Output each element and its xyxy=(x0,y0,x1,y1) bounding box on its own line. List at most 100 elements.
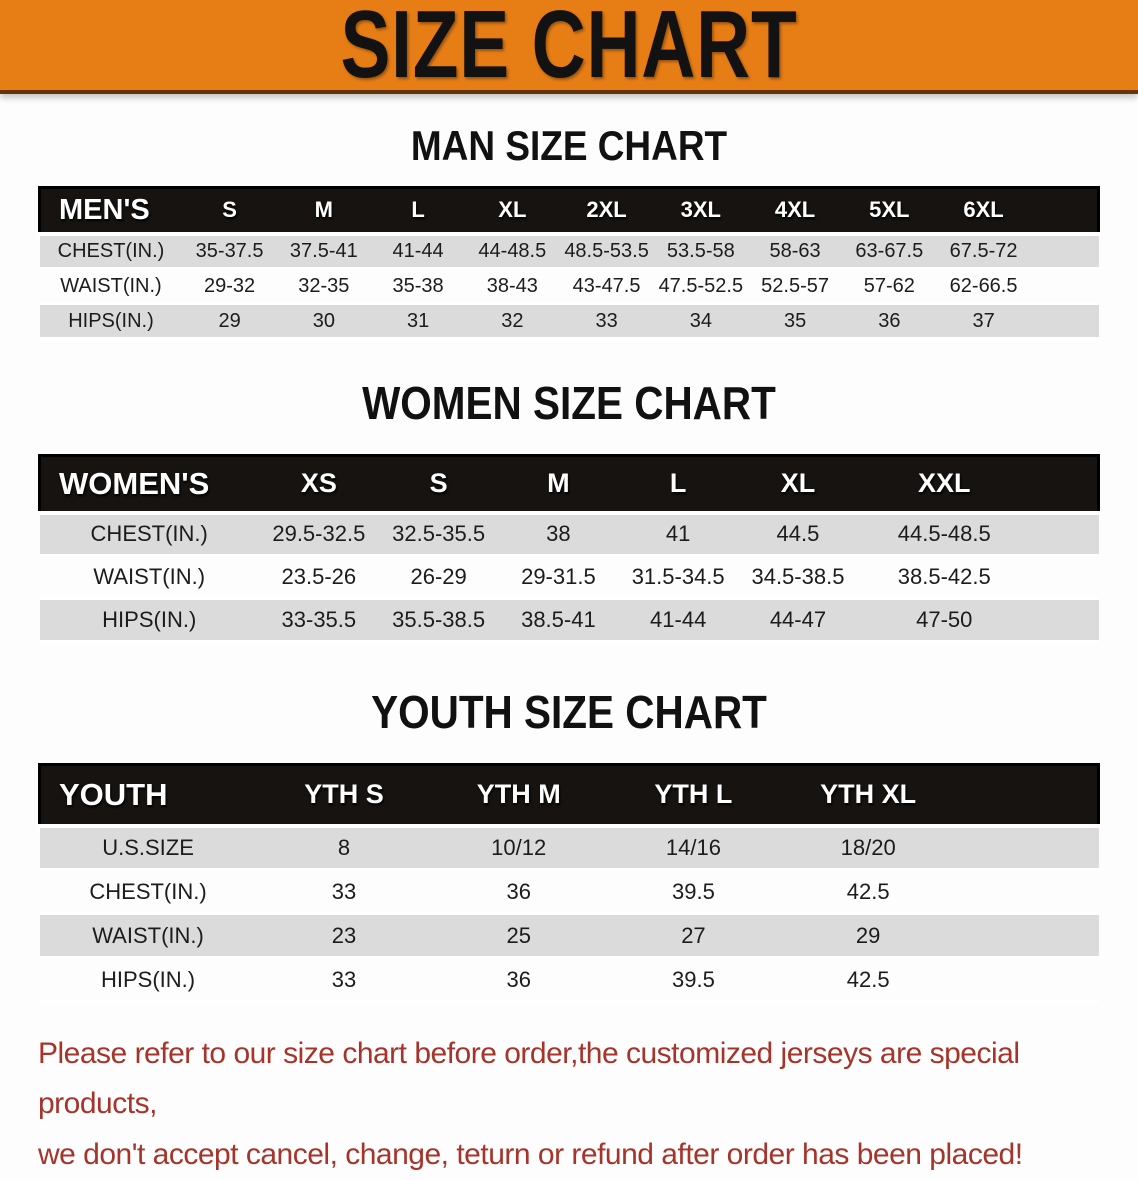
column-header: 5XL xyxy=(842,186,937,236)
column-header: M xyxy=(276,186,371,236)
table-header-row: MEN'S S M L XL 2XL 3XL 4XL 5XL 6XL xyxy=(38,186,1100,236)
column-header: 2XL xyxy=(559,186,654,236)
column-header: XXL xyxy=(857,454,1031,515)
row-label: WAIST(IN.) xyxy=(39,268,183,305)
header-spacer xyxy=(1030,186,1100,236)
column-header: S xyxy=(378,454,499,515)
row-spacer xyxy=(1030,598,1099,643)
header-spacer xyxy=(955,763,1100,828)
table-title: WOMEN'S xyxy=(37,454,259,515)
row-spacer xyxy=(955,869,1099,915)
table-cell: 67.5-72 xyxy=(936,233,1031,270)
table-row: WAIST(IN.) 29-32 32-35 35-38 38-43 43-47.5 47.… xyxy=(39,268,1099,305)
row-spacer xyxy=(955,825,1099,871)
table-cell: 35.5-38.5 xyxy=(378,598,499,643)
men-section: MAN SIZE CHART MEN'S S M L XL 2XL 3XL 4XL 5XL 6XL… xyxy=(0,122,1138,340)
row-label: U.S.SIZE xyxy=(39,825,257,871)
table-row: CHEST(IN.) 29.5-32.5 32.5-35.5 38 41 44.5 44.5… xyxy=(39,512,1099,557)
row-spacer xyxy=(1030,512,1099,557)
table-cell: 41-44 xyxy=(618,598,739,643)
table-cell: 58-63 xyxy=(747,233,843,270)
table-header-row: WOMEN'S XS S M L XL XXL xyxy=(37,454,1100,515)
table-cell: 34 xyxy=(653,303,748,340)
table-cell: 52.5-57 xyxy=(747,268,843,305)
column-header: YTH XL xyxy=(780,763,956,828)
row-label: WAIST(IN.) xyxy=(39,555,259,600)
table-title: MEN'S xyxy=(38,186,183,236)
column-header: S xyxy=(182,186,277,236)
row-label: HIPS(IN.) xyxy=(39,303,183,340)
table-cell: 26-29 xyxy=(378,555,499,600)
youth-section-heading: YOUTH SIZE CHART xyxy=(371,686,767,738)
header-spacer xyxy=(1030,454,1100,515)
table-cell: 29-32 xyxy=(182,268,277,305)
table-cell: 18/20 xyxy=(780,825,956,871)
table-cell: 32-35 xyxy=(276,268,371,305)
table-cell: 38.5-41 xyxy=(498,598,619,643)
column-header: 4XL xyxy=(747,186,843,236)
table-row: CHEST(IN.) 35-37.5 37.5-41 41-44 44-48.5 48.5… xyxy=(39,233,1099,270)
table-row: U.S.SIZE 8 10/12 14/16 18/20 xyxy=(39,825,1099,871)
table-cell: 33 xyxy=(256,957,432,1003)
table-cell: 38.5-42.5 xyxy=(857,555,1031,600)
table-cell: 31 xyxy=(370,303,466,340)
men-section-heading: MAN SIZE CHART xyxy=(410,122,728,169)
table-title: YOUTH xyxy=(37,763,257,828)
table-cell: 36 xyxy=(431,869,607,915)
table-cell: 44-47 xyxy=(738,598,858,643)
column-header: XL xyxy=(738,454,858,515)
table-cell: 62-66.5 xyxy=(936,268,1031,305)
table-cell: 31.5-34.5 xyxy=(618,555,739,600)
table-cell: 44.5 xyxy=(738,512,858,557)
table-cell: 33-35.5 xyxy=(258,598,379,643)
row-label: WAIST(IN.) xyxy=(39,913,257,959)
table-cell: 36 xyxy=(431,957,607,1003)
table-cell: 36 xyxy=(842,303,937,340)
table-row: WAIST(IN.) 23 25 27 29 xyxy=(39,913,1099,959)
men-size-table: MEN'S S M L XL 2XL 3XL 4XL 5XL 6XL CHEST(IN.) 35-37… xyxy=(38,186,1100,340)
table-row: HIPS(IN.) 29 30 31 32 33 34 35 36 37 xyxy=(39,303,1099,340)
table-cell: 23.5-26 xyxy=(258,555,379,600)
column-header: M xyxy=(498,454,619,515)
column-header: 3XL xyxy=(653,186,748,236)
row-label: HIPS(IN.) xyxy=(39,957,257,1003)
column-header: YTH M xyxy=(431,763,607,828)
table-cell: 37 xyxy=(936,303,1031,340)
row-spacer xyxy=(1030,555,1099,600)
table-cell: 8 xyxy=(256,825,432,871)
table-cell: 29 xyxy=(780,913,956,959)
women-section: WOMEN SIZE CHART WOMEN'S XS S M L XL XXL CHEST(… xyxy=(0,376,1138,643)
table-cell: 14/16 xyxy=(606,825,781,871)
table-cell: 10/12 xyxy=(431,825,607,871)
column-header: YTH L xyxy=(606,763,781,828)
table-cell: 63-67.5 xyxy=(842,233,937,270)
row-spacer xyxy=(955,957,1099,1003)
table-cell: 33 xyxy=(559,303,654,340)
table-cell: 29-31.5 xyxy=(498,555,619,600)
column-header: 6XL xyxy=(936,186,1031,236)
table-cell: 35-38 xyxy=(370,268,466,305)
table-cell: 39.5 xyxy=(606,869,781,915)
row-label: HIPS(IN.) xyxy=(39,598,259,643)
table-cell: 57-62 xyxy=(842,268,937,305)
table-row: HIPS(IN.) 33 36 39.5 42.5 xyxy=(39,957,1099,1003)
youth-section: YOUTH SIZE CHART YOUTH YTH S YTH M YTH L YTH… xyxy=(0,685,1138,1003)
table-cell: 38-43 xyxy=(465,268,560,305)
column-header: XL xyxy=(465,186,560,236)
youth-size-table: YOUTH YTH S YTH M YTH L YTH XL U.S.SIZE 8 10/12… xyxy=(37,763,1100,1003)
disclaimer-text: Please refer to our size chart before or… xyxy=(38,1029,1100,1180)
table-cell: 29.5-32.5 xyxy=(258,512,379,557)
table-row: HIPS(IN.) 33-35.5 35.5-38.5 38.5-41 41-44 44-… xyxy=(39,598,1099,643)
row-label: CHEST(IN.) xyxy=(39,233,183,270)
table-cell: 25 xyxy=(431,913,607,959)
disclaimer-line-2: we don't accept cancel, change, teturn o… xyxy=(38,1137,1023,1171)
table-cell: 47-50 xyxy=(857,598,1031,643)
women-size-table: WOMEN'S XS S M L XL XXL CHEST(IN.) 29.5-32.5 32.5… xyxy=(37,454,1100,643)
row-spacer xyxy=(955,913,1099,959)
column-header: XS xyxy=(258,454,379,515)
table-cell: 41-44 xyxy=(370,233,466,270)
table-cell: 29 xyxy=(182,303,277,340)
table-cell: 48.5-53.5 xyxy=(559,233,654,270)
table-cell: 35 xyxy=(747,303,843,340)
table-cell: 37.5-41 xyxy=(276,233,371,270)
